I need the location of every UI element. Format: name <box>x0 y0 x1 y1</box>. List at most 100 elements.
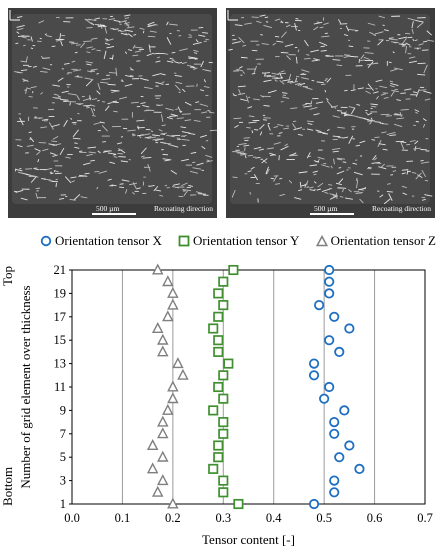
fiber-mark <box>330 165 333 169</box>
data-point-y <box>233 498 244 510</box>
data-point-z <box>162 403 174 415</box>
fiber-mark <box>282 96 290 99</box>
fiber-mark <box>69 198 76 201</box>
fiber-mark <box>427 39 435 42</box>
fiber-mark <box>300 83 303 87</box>
data-point-x <box>354 463 365 474</box>
x-tick-label: 0.1 <box>115 511 131 525</box>
fiber-mark <box>238 66 243 69</box>
fiber-mark <box>146 52 155 57</box>
fiber-mark <box>367 83 374 91</box>
fiber-mark <box>192 42 202 45</box>
data-point-x <box>324 381 335 393</box>
fiber-mark <box>392 170 397 172</box>
data-point-z <box>167 298 179 310</box>
fiber-mark <box>41 55 44 59</box>
fiber-mark <box>369 31 375 35</box>
scale-bar-label: 500 µm <box>314 204 338 213</box>
fiber-mark <box>415 111 418 114</box>
fiber-mark <box>82 162 91 166</box>
fiber-mark <box>347 39 351 42</box>
micrograph-left: 500 µm Recoating direction <box>8 8 217 218</box>
fiber-mark <box>355 191 363 195</box>
fiber-mark <box>17 28 24 31</box>
data-point-z <box>157 415 169 427</box>
x-tick-label: 0.3 <box>215 511 231 525</box>
fiber-mark <box>42 148 49 152</box>
fiber-mark <box>79 150 83 152</box>
fiber-mark <box>177 106 182 114</box>
fiber-mark <box>147 21 155 26</box>
fiber-mark <box>324 191 329 194</box>
data-point-y <box>208 463 219 474</box>
fiber-mark <box>390 90 396 97</box>
fiber-mark <box>132 182 137 189</box>
data-point-z <box>172 357 184 369</box>
fiber-mark <box>381 131 387 134</box>
fiber-mark <box>307 122 313 125</box>
fiber-mark <box>313 113 320 116</box>
fiber-mark <box>113 19 121 22</box>
series-square <box>208 264 244 510</box>
fiber-mark <box>20 60 27 63</box>
fiber-mark <box>44 33 47 36</box>
fiber-mark <box>253 174 259 181</box>
fiber-mark <box>205 154 213 158</box>
data-point-z <box>167 286 179 298</box>
fiber-mark <box>86 106 90 109</box>
fiber-mark <box>276 40 284 43</box>
fiber-mark <box>142 156 152 159</box>
fiber-mark <box>40 71 48 73</box>
fiber-mark <box>343 55 349 59</box>
fiber-mark <box>317 156 325 160</box>
fiber-mark <box>134 50 142 53</box>
legend-item-y: Orientation tensor Y <box>178 233 299 249</box>
fiber-mark <box>107 152 117 155</box>
fiber-mark <box>207 110 211 112</box>
fiber-mark <box>202 68 212 72</box>
fiber-mark <box>72 137 81 140</box>
fiber-mark <box>87 70 92 73</box>
fiber-mark <box>41 118 49 121</box>
fiber-mark <box>52 154 58 157</box>
fiber-mark <box>166 134 175 138</box>
fiber-mark <box>389 80 394 83</box>
fiber-mark <box>261 72 266 75</box>
fiber-mark <box>336 64 343 67</box>
fiber-mark <box>279 177 283 180</box>
fiber-mark <box>144 136 152 139</box>
legend-label-y: Orientation tensor Y <box>193 233 300 248</box>
fiber-mark <box>86 46 93 49</box>
fiber-mark <box>319 26 324 29</box>
fiber-mark <box>233 117 242 120</box>
fiber-mark <box>140 102 146 104</box>
fiber-mark <box>154 52 159 55</box>
fiber-mark <box>180 158 189 162</box>
fiber-mark <box>357 187 366 191</box>
fiber-mark <box>86 51 91 54</box>
y-tick-label: 17 <box>54 310 67 324</box>
fiber-mark <box>409 140 416 142</box>
y-tick-label: 7 <box>60 427 66 441</box>
fiber-mark <box>355 144 361 147</box>
fiber-mark <box>280 145 289 151</box>
fiber-mark <box>156 56 160 59</box>
data-point-x <box>344 323 355 334</box>
fiber-mark <box>380 93 387 96</box>
fiber-mark <box>84 18 93 25</box>
fiber-mark <box>104 105 110 111</box>
fiber-mark <box>115 67 118 77</box>
fiber-mark <box>16 25 25 28</box>
fiber-mark <box>39 37 42 40</box>
fiber-mark <box>380 163 385 168</box>
fiber-mark <box>304 180 309 189</box>
fiber-mark <box>60 40 63 47</box>
fiber-mark <box>17 16 23 18</box>
fiber-mark <box>76 75 80 77</box>
fiber-mark <box>166 116 173 120</box>
fiber-mark <box>287 73 292 83</box>
fiber-mark <box>295 56 298 64</box>
fiber-mark <box>125 32 129 36</box>
fiber-mark <box>134 46 143 49</box>
fiber-mark <box>74 146 80 149</box>
